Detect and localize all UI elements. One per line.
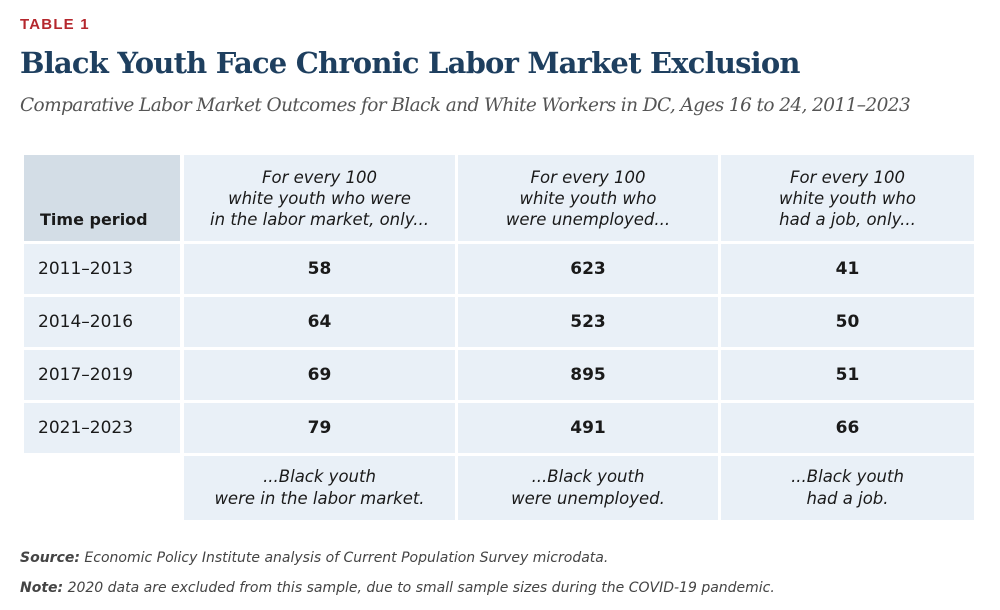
- column-footer-line: were in the labor market.: [214, 489, 425, 508]
- source-text: Economic Policy Institute analysis of Cu…: [79, 550, 609, 566]
- column-footer-unemployed: ...Black youth were unemployed.: [458, 456, 718, 520]
- table-cell: 623: [458, 244, 718, 294]
- page-title: Black Youth Face Chronic Labor Market Ex…: [20, 46, 801, 80]
- table-cell: 523: [458, 297, 718, 347]
- table-cell: 79: [184, 403, 455, 453]
- column-header-line: were unemployed...: [505, 209, 671, 229]
- table-label: TABLE 1: [20, 16, 90, 33]
- column-header-line: in the labor market, only...: [210, 209, 429, 229]
- column-footer-had-job: ...Black youth had a job.: [721, 456, 974, 520]
- column-header-line: For every 100: [530, 167, 646, 187]
- column-header-line: white youth who were: [228, 188, 411, 208]
- column-header-line: had a job, only...: [779, 209, 916, 229]
- column-footer-labor-market: ...Black youth were in the labor market.: [184, 456, 455, 520]
- row-period: 2017–2019: [24, 350, 180, 400]
- page-subtitle: Comparative Labor Market Outcomes for Bl…: [20, 95, 911, 116]
- header-time-period: Time period: [24, 155, 180, 241]
- table-cell: 491: [458, 403, 718, 453]
- table-cell: 66: [721, 403, 974, 453]
- column-header-labor-market: For every 100 white youth who were in th…: [184, 155, 455, 241]
- table-cell: 50: [721, 297, 974, 347]
- column-header-line: white youth who: [519, 188, 657, 208]
- table-cell: 895: [458, 350, 718, 400]
- column-footer-line: ...Black youth: [263, 467, 376, 486]
- column-footer-line: were unemployed.: [511, 489, 665, 508]
- footnote: Note: 2020 data are excluded from this s…: [20, 580, 775, 596]
- source-note: Source: Economic Policy Institute analys…: [20, 550, 608, 566]
- column-footer-line: ...Black youth: [791, 467, 904, 486]
- table-cell: 41: [721, 244, 974, 294]
- table-cell: 58: [184, 244, 455, 294]
- column-footer-line: had a job.: [806, 489, 889, 508]
- column-header-line: For every 100: [262, 167, 377, 187]
- column-header-unemployed: For every 100 white youth who were unemp…: [458, 155, 718, 241]
- table-cell: 51: [721, 350, 974, 400]
- column-footer-line: ...Black youth: [531, 467, 645, 486]
- table-cell: 69: [184, 350, 455, 400]
- row-period: 2021–2023: [24, 403, 180, 453]
- column-header-line: For every 100: [790, 167, 905, 187]
- column-header-had-job: For every 100 white youth who had a job,…: [721, 155, 974, 241]
- table-cell: 64: [184, 297, 455, 347]
- row-period: 2014–2016: [24, 297, 180, 347]
- note-text: 2020 data are excluded from this sample,…: [63, 580, 775, 596]
- source-label: Source:: [20, 550, 80, 566]
- note-label: Note:: [20, 580, 64, 596]
- column-header-line: white youth who: [779, 188, 916, 208]
- row-period: 2011–2013: [24, 244, 180, 294]
